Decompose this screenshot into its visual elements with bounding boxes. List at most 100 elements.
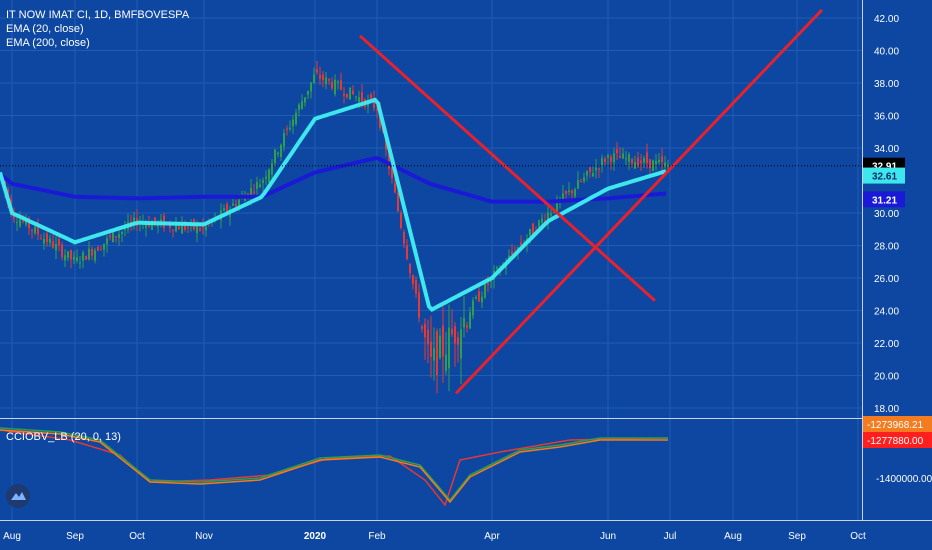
- candle-body: [322, 74, 324, 81]
- candle-body: [73, 256, 75, 260]
- candle-body: [400, 212, 402, 228]
- candle-body: [424, 323, 426, 338]
- candle-body: [475, 296, 477, 299]
- candle-body: [169, 224, 171, 228]
- indicator-title[interactable]: CCIOBV_LB (20, 0, 13): [6, 431, 121, 443]
- candle-body: [196, 225, 198, 234]
- candle-body: [613, 153, 615, 163]
- candle-body: [310, 82, 312, 92]
- y-tick-label: 22.00: [874, 339, 899, 350]
- candle-body: [184, 223, 186, 230]
- x-tick-label: Jul: [664, 531, 677, 542]
- y-tick-label: 20.00: [874, 372, 899, 383]
- x-tick-label: Feb: [368, 531, 386, 542]
- candle-body: [151, 222, 153, 230]
- indicator-value-label: -1277880.00: [867, 436, 924, 447]
- candle-body: [277, 152, 279, 155]
- candle-body: [40, 238, 42, 240]
- candle-body: [481, 296, 483, 303]
- y-tick-label: 40.00: [874, 47, 899, 58]
- candle-body: [532, 223, 534, 235]
- candle-body: [46, 233, 48, 243]
- candle-body: [106, 238, 108, 245]
- candle-body: [118, 234, 120, 238]
- x-tick-label: Aug: [724, 531, 742, 542]
- ema200-legend[interactable]: EMA (200, close): [6, 37, 90, 49]
- candle-body: [226, 203, 228, 212]
- candle-body: [634, 162, 636, 169]
- price-label: 31.21: [872, 195, 897, 206]
- y-tick-label: 42.00: [874, 14, 899, 25]
- candle-body: [55, 244, 57, 251]
- candle-body: [415, 279, 417, 294]
- candle-body: [328, 79, 330, 81]
- y-tick-label: 18.00: [874, 404, 899, 415]
- candle-body: [31, 229, 33, 231]
- candle-body: [370, 94, 372, 100]
- candle-body: [274, 149, 276, 164]
- candle-body: [562, 193, 564, 200]
- candle-body: [439, 335, 441, 358]
- candle-body: [262, 179, 264, 183]
- x-tick-label: Jun: [600, 531, 616, 542]
- candle-body: [595, 167, 597, 171]
- candle-body: [619, 156, 621, 158]
- candle-body: [292, 119, 294, 127]
- candle-body: [580, 180, 582, 182]
- y-tick-label: 36.00: [874, 112, 899, 123]
- time-axis[interactable]: Aug Sep Oct Nov 2020 Feb Apr Jun Jul Aug Sep Oct: [3, 531, 866, 542]
- y-tick-label: 34.00: [874, 144, 899, 155]
- candle-body: [577, 179, 579, 189]
- price-axis[interactable]: 42.00 40.00 38.00 36.00 34.00 30.00 28.00 26.00…: [863, 14, 905, 415]
- candle-body: [610, 156, 612, 163]
- candle-body: [121, 231, 123, 234]
- candle-body: [589, 167, 591, 173]
- candle-body: [346, 93, 348, 98]
- x-tick-label: Sep: [788, 531, 806, 542]
- candle-body: [592, 173, 594, 177]
- candle-body: [232, 203, 234, 206]
- candle-body: [301, 101, 303, 110]
- candle-body: [496, 267, 498, 269]
- candle-body: [418, 292, 420, 318]
- candle-body: [334, 79, 336, 95]
- y-tick-label: 24.00: [874, 307, 899, 318]
- candle-body: [70, 250, 72, 260]
- candle-body: [283, 133, 285, 147]
- candle-body: [178, 226, 180, 230]
- candle-body: [649, 159, 651, 169]
- candle-body: [547, 212, 549, 225]
- tradingview-logo-icon[interactable]: [6, 484, 30, 508]
- candle-body: [88, 248, 90, 260]
- x-tick-label: Oct: [850, 531, 866, 542]
- candle-body: [541, 218, 543, 223]
- candle-body: [316, 69, 318, 73]
- y-tick-label: 38.00: [874, 79, 899, 90]
- candle-body: [652, 160, 654, 172]
- x-tick-label: Aug: [3, 531, 21, 542]
- candle-body: [187, 226, 189, 228]
- x-tick-label: 2020: [304, 531, 327, 542]
- symbol-title[interactable]: IT NOW IMAT CI, 1D, BMFBOVESPA: [6, 9, 190, 21]
- candle-body: [271, 163, 273, 175]
- indicator-signal-line: [0, 429, 668, 504]
- candle-body: [664, 162, 666, 167]
- ema20-legend[interactable]: EMA (20, close): [6, 23, 84, 35]
- candle-body: [298, 104, 300, 110]
- candle-body: [604, 158, 606, 163]
- indicator-pane[interactable]: -1400000.00 -1273968.21 -1277880.00: [0, 416, 932, 507]
- candle-body: [280, 144, 282, 158]
- candle-body: [112, 232, 114, 243]
- candle-body: [574, 189, 576, 197]
- candle-body: [49, 238, 51, 243]
- candle-body: [304, 97, 306, 103]
- candle-body: [97, 246, 99, 251]
- candle-body: [430, 341, 432, 357]
- candle-body: [202, 225, 204, 228]
- candle-body: [445, 354, 447, 371]
- candle-body: [64, 255, 66, 261]
- candle-body: [442, 325, 444, 357]
- candle-body: [622, 153, 624, 159]
- candle-body: [325, 77, 327, 84]
